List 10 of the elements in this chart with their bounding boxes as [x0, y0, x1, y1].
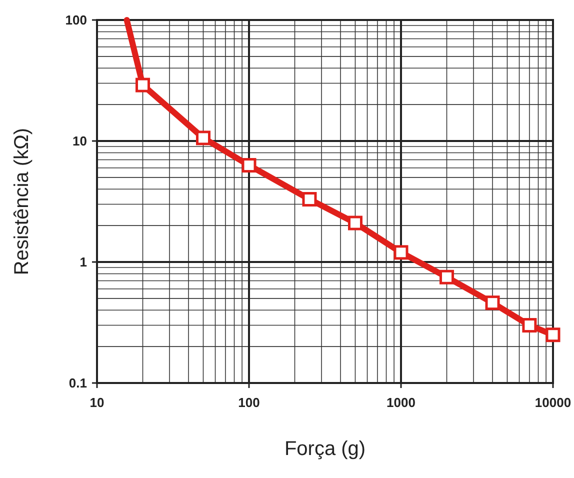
x-tick-label: 1000: [386, 395, 416, 410]
y-axis-title: Resistência (kΩ): [11, 128, 33, 276]
x-axis-title: Força (g): [284, 438, 366, 460]
y-tick-label: 10: [72, 134, 87, 149]
y-tick-label: 0.1: [68, 376, 87, 391]
y-tick-label: 100: [65, 12, 87, 28]
y-tick-label: 1: [80, 254, 87, 270]
x-tick-label: 100: [238, 395, 260, 410]
x-tick-label: 10: [90, 395, 104, 410]
x-tick-label: 10000: [534, 395, 572, 410]
